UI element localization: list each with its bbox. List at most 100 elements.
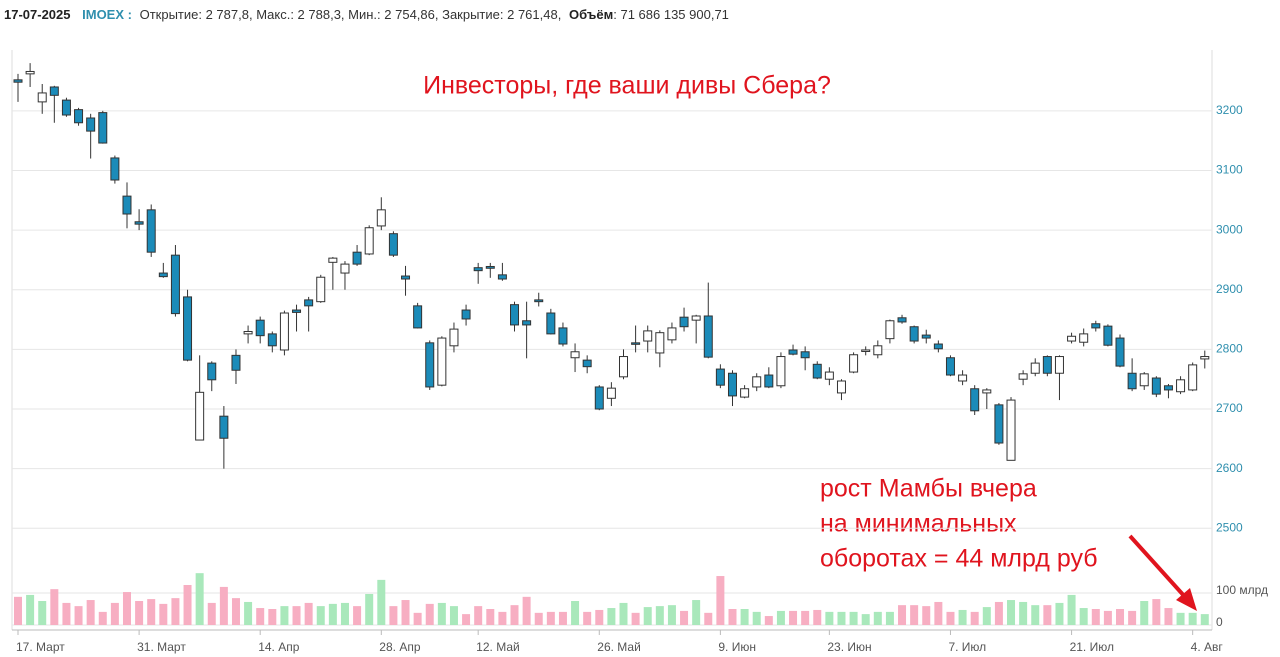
volume-bar [970, 611, 979, 625]
candle-body [425, 342, 435, 388]
candle-body [982, 389, 992, 394]
volume-bar [631, 612, 640, 625]
volume-bar [813, 609, 822, 625]
volume-bar [607, 608, 616, 625]
x-tick-label: 7. Июл [948, 640, 986, 654]
candle-body [158, 272, 168, 278]
candle-body [667, 327, 677, 341]
candle-body [122, 195, 132, 215]
candle-body [219, 415, 229, 439]
candle-body [522, 320, 532, 326]
candle-body [994, 404, 1004, 444]
volume-bar [292, 606, 301, 625]
volume-bar [231, 598, 240, 625]
candle-body [631, 342, 641, 345]
header: 17-07-2025 IMOEX : Открытие: 2 787,8, Ма… [4, 7, 729, 22]
y-tick-label: 2500 [1216, 520, 1243, 534]
volume-bar [619, 602, 628, 625]
volume-bar [474, 606, 483, 625]
candle-body [776, 356, 786, 387]
candle-body [1115, 337, 1125, 367]
volume-bar [1055, 602, 1064, 625]
y-tick-label: 2900 [1216, 282, 1243, 296]
candle-body [945, 357, 955, 376]
candle-body [13, 79, 23, 83]
candle-body [449, 328, 459, 347]
candle-body [800, 351, 810, 359]
candle-body [1018, 373, 1028, 380]
candle-body [885, 320, 895, 340]
volume-bar [946, 611, 955, 625]
candle-body [401, 275, 411, 280]
volume-bar [558, 611, 567, 625]
header-volume-label: Объём [569, 7, 613, 22]
candle-body [619, 356, 628, 378]
volume-bar [14, 596, 22, 625]
candle-body [740, 388, 750, 398]
candle-body [510, 304, 520, 326]
candle-body [183, 296, 193, 361]
y-tick-label: 3100 [1216, 163, 1243, 177]
volume-bar [1079, 608, 1088, 625]
x-tick-label: 17. Март [16, 640, 65, 654]
volume-bar [50, 589, 59, 625]
candle-body [340, 263, 350, 274]
volume-bar [1164, 608, 1173, 625]
volume-bar [1152, 599, 1161, 625]
volume-bar [1043, 605, 1052, 625]
volume-bar [1116, 609, 1125, 625]
volume-bar [304, 602, 313, 625]
candle-body [1006, 399, 1016, 461]
candle-body [897, 317, 907, 323]
header-fields: Открытие: 2 787,8, Макс.: 2 788,3, Мин.:… [140, 7, 562, 22]
volume-bar [147, 599, 156, 625]
volume-bar [365, 593, 374, 625]
volume-bar [135, 601, 144, 625]
volume-bar [934, 601, 943, 625]
candle-body [1067, 335, 1077, 342]
header-date: 17-07-2025 [4, 7, 71, 22]
candle-body [921, 334, 931, 339]
y2-tick-label: 100 млрд [1216, 583, 1268, 597]
y-tick-label: 2800 [1216, 342, 1243, 356]
candle-body [364, 227, 374, 255]
x-tick-label: 23. Июн [827, 640, 871, 654]
volume-bar [776, 610, 785, 625]
candle-body [413, 305, 423, 329]
candle-body [86, 117, 96, 132]
volume-bar [340, 602, 349, 625]
volume-bar [764, 616, 773, 625]
candle-body [1030, 362, 1040, 374]
candle-body [255, 319, 265, 337]
volume-bar [413, 612, 422, 625]
candle-body [788, 349, 798, 355]
candle-body [49, 86, 59, 96]
candle-body [582, 359, 592, 368]
volume-bar [62, 602, 71, 625]
candle-body [328, 257, 338, 263]
header-volume-value: : 71 686 135 900,71 [613, 7, 729, 22]
volume-bar [704, 612, 713, 625]
x-tick-label: 28. Апр [379, 640, 421, 654]
candle-body [461, 309, 471, 320]
volume-bar [837, 611, 846, 625]
candle-body [933, 343, 943, 350]
volume-bar [26, 594, 35, 625]
candle-body [1176, 379, 1186, 393]
volume-bar [571, 601, 580, 625]
candle-body [679, 316, 689, 328]
volume-bar [353, 606, 362, 625]
candle-body [61, 99, 71, 116]
candle-body [752, 376, 762, 388]
volume-bar [498, 611, 507, 625]
volume-bar [110, 602, 119, 625]
candle-body [304, 299, 314, 307]
volume-bar [183, 585, 192, 625]
candle-body [715, 368, 725, 386]
volume-bar [316, 606, 325, 625]
volume-bar [462, 614, 471, 625]
volume-bar [716, 576, 725, 625]
volume-bar [207, 602, 216, 625]
volume-bar [982, 607, 991, 625]
